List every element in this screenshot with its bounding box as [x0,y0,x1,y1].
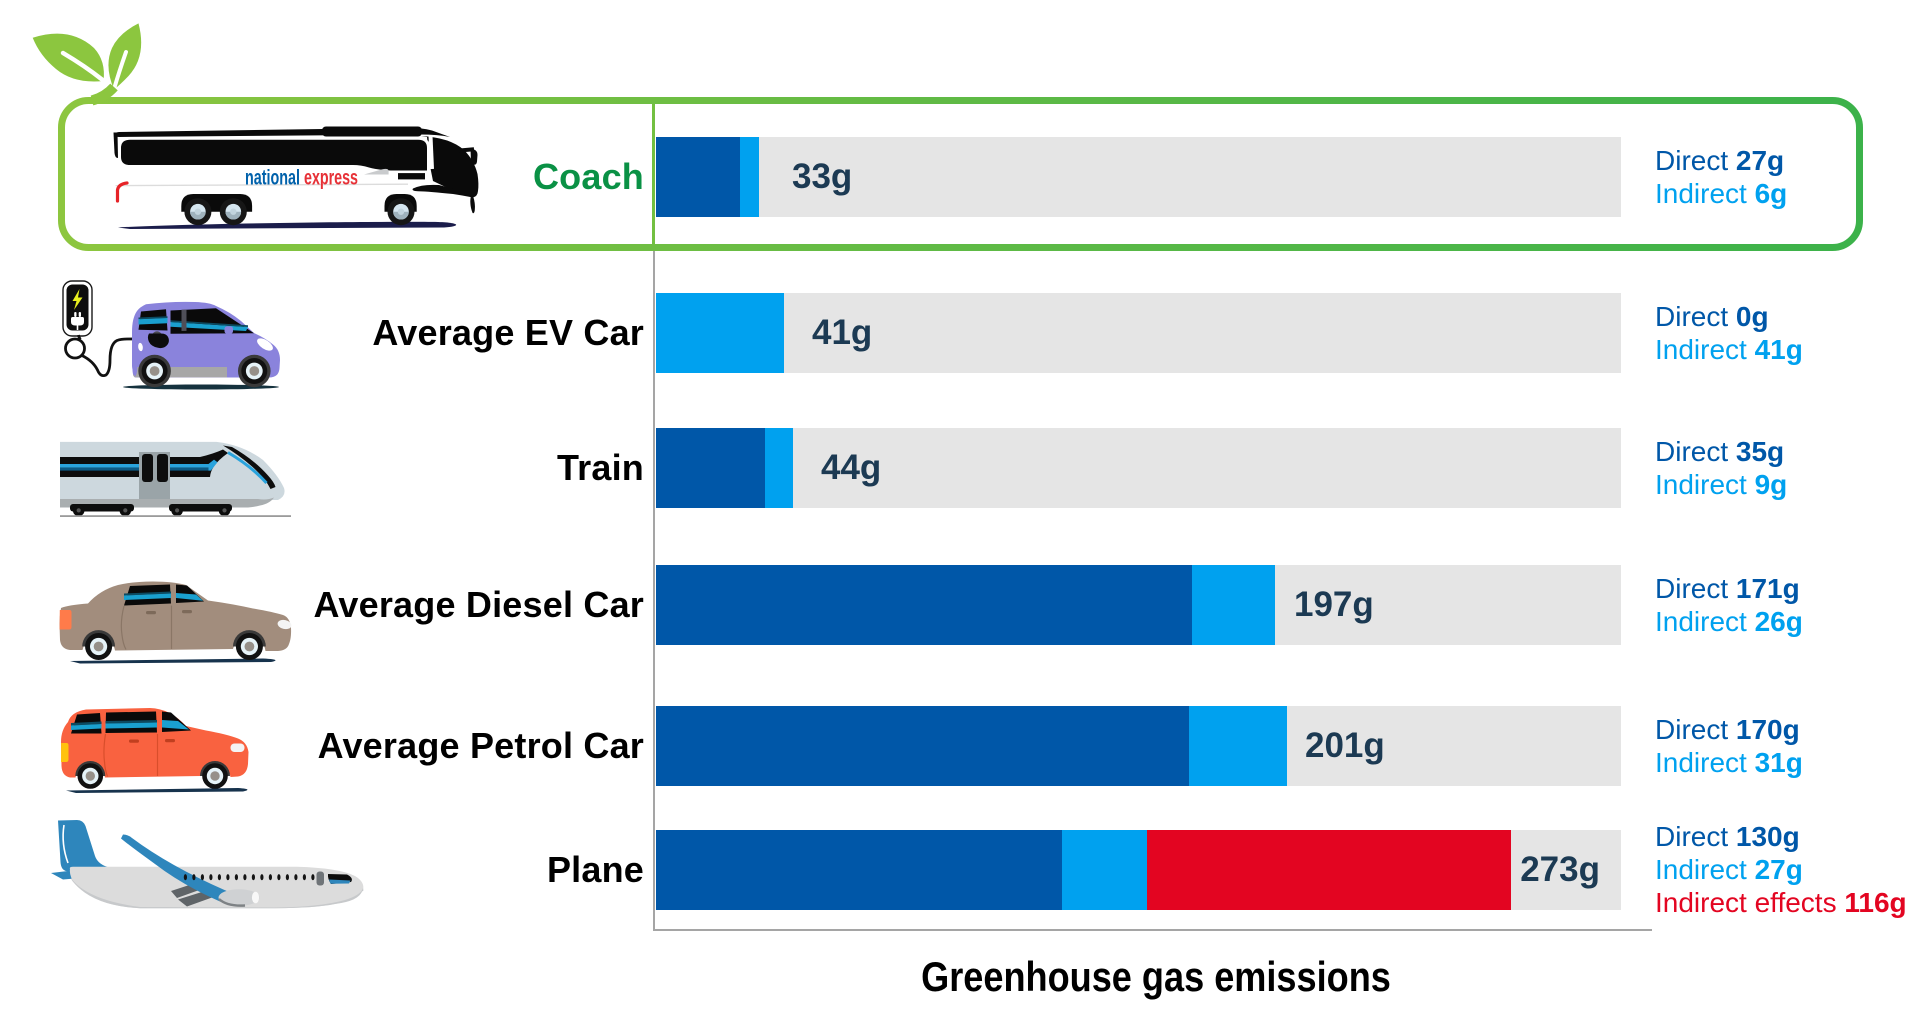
svg-text:express: express [304,167,358,190]
svg-text:national: national [245,167,300,190]
